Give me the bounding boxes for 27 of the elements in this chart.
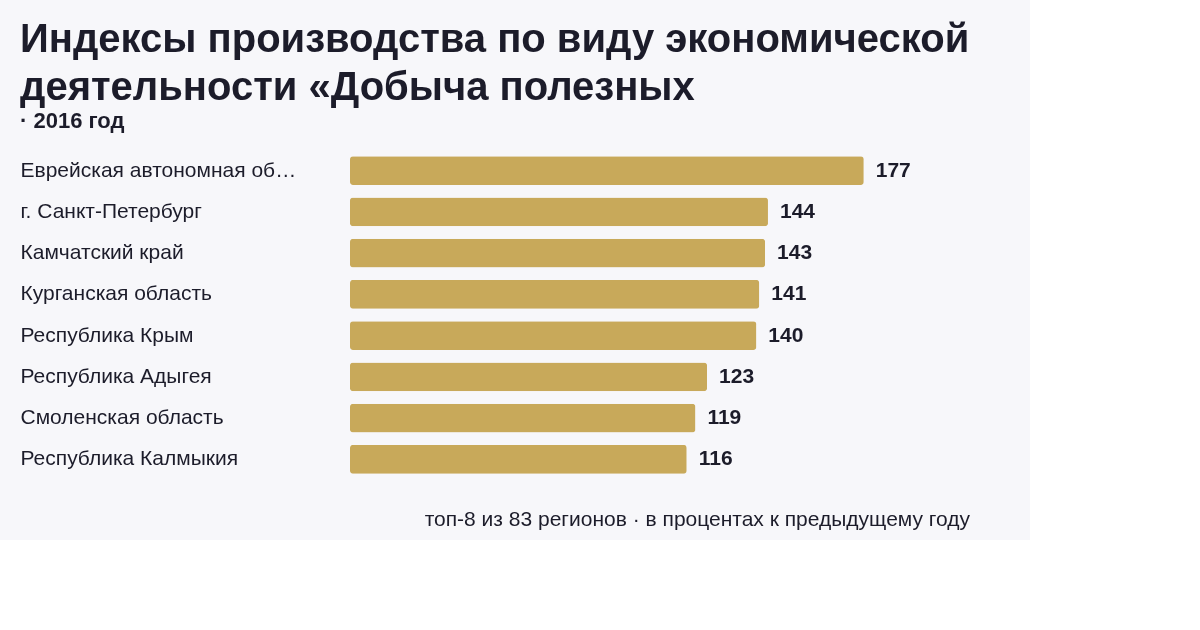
bar <box>350 238 766 268</box>
y-tick-label: Еврейская автономная об… <box>20 157 297 181</box>
data-label: 123 <box>719 363 755 387</box>
text: топ-8 из 83 регионов · в процентах к предыдущему году <box>424 507 971 530</box>
data-label: 140 <box>768 322 804 346</box>
bar <box>350 279 760 309</box>
data-label: 116 <box>698 446 733 470</box>
y-tick-label: Республика Адыгея <box>20 363 212 387</box>
text: · 2016 год <box>20 108 125 133</box>
y-tick-label: г. Санкт-Петербург <box>20 198 203 222</box>
data-label: 177 <box>875 157 911 181</box>
bar <box>350 321 757 351</box>
data-label: 141 <box>771 281 807 305</box>
bar <box>350 403 696 433</box>
chart-title: Индексы производства по виду экономической деятельности «Добыча полезных <box>20 16 970 108</box>
data-label: 143 <box>777 240 813 264</box>
bar <box>350 444 687 474</box>
y-tick-label: Камчатский край <box>20 240 184 264</box>
y-tick-label: Республика Калмыкия <box>20 446 239 470</box>
bar <box>350 362 708 392</box>
data-label: 119 <box>707 405 742 429</box>
y-tick-label: Курганская область <box>20 281 212 305</box>
y-tick-label: Смоленская область <box>20 405 224 429</box>
data-label: 144 <box>779 198 816 222</box>
bar <box>350 156 864 186</box>
y-tick-label: Республика Крым <box>20 322 194 346</box>
bar <box>350 197 768 227</box>
